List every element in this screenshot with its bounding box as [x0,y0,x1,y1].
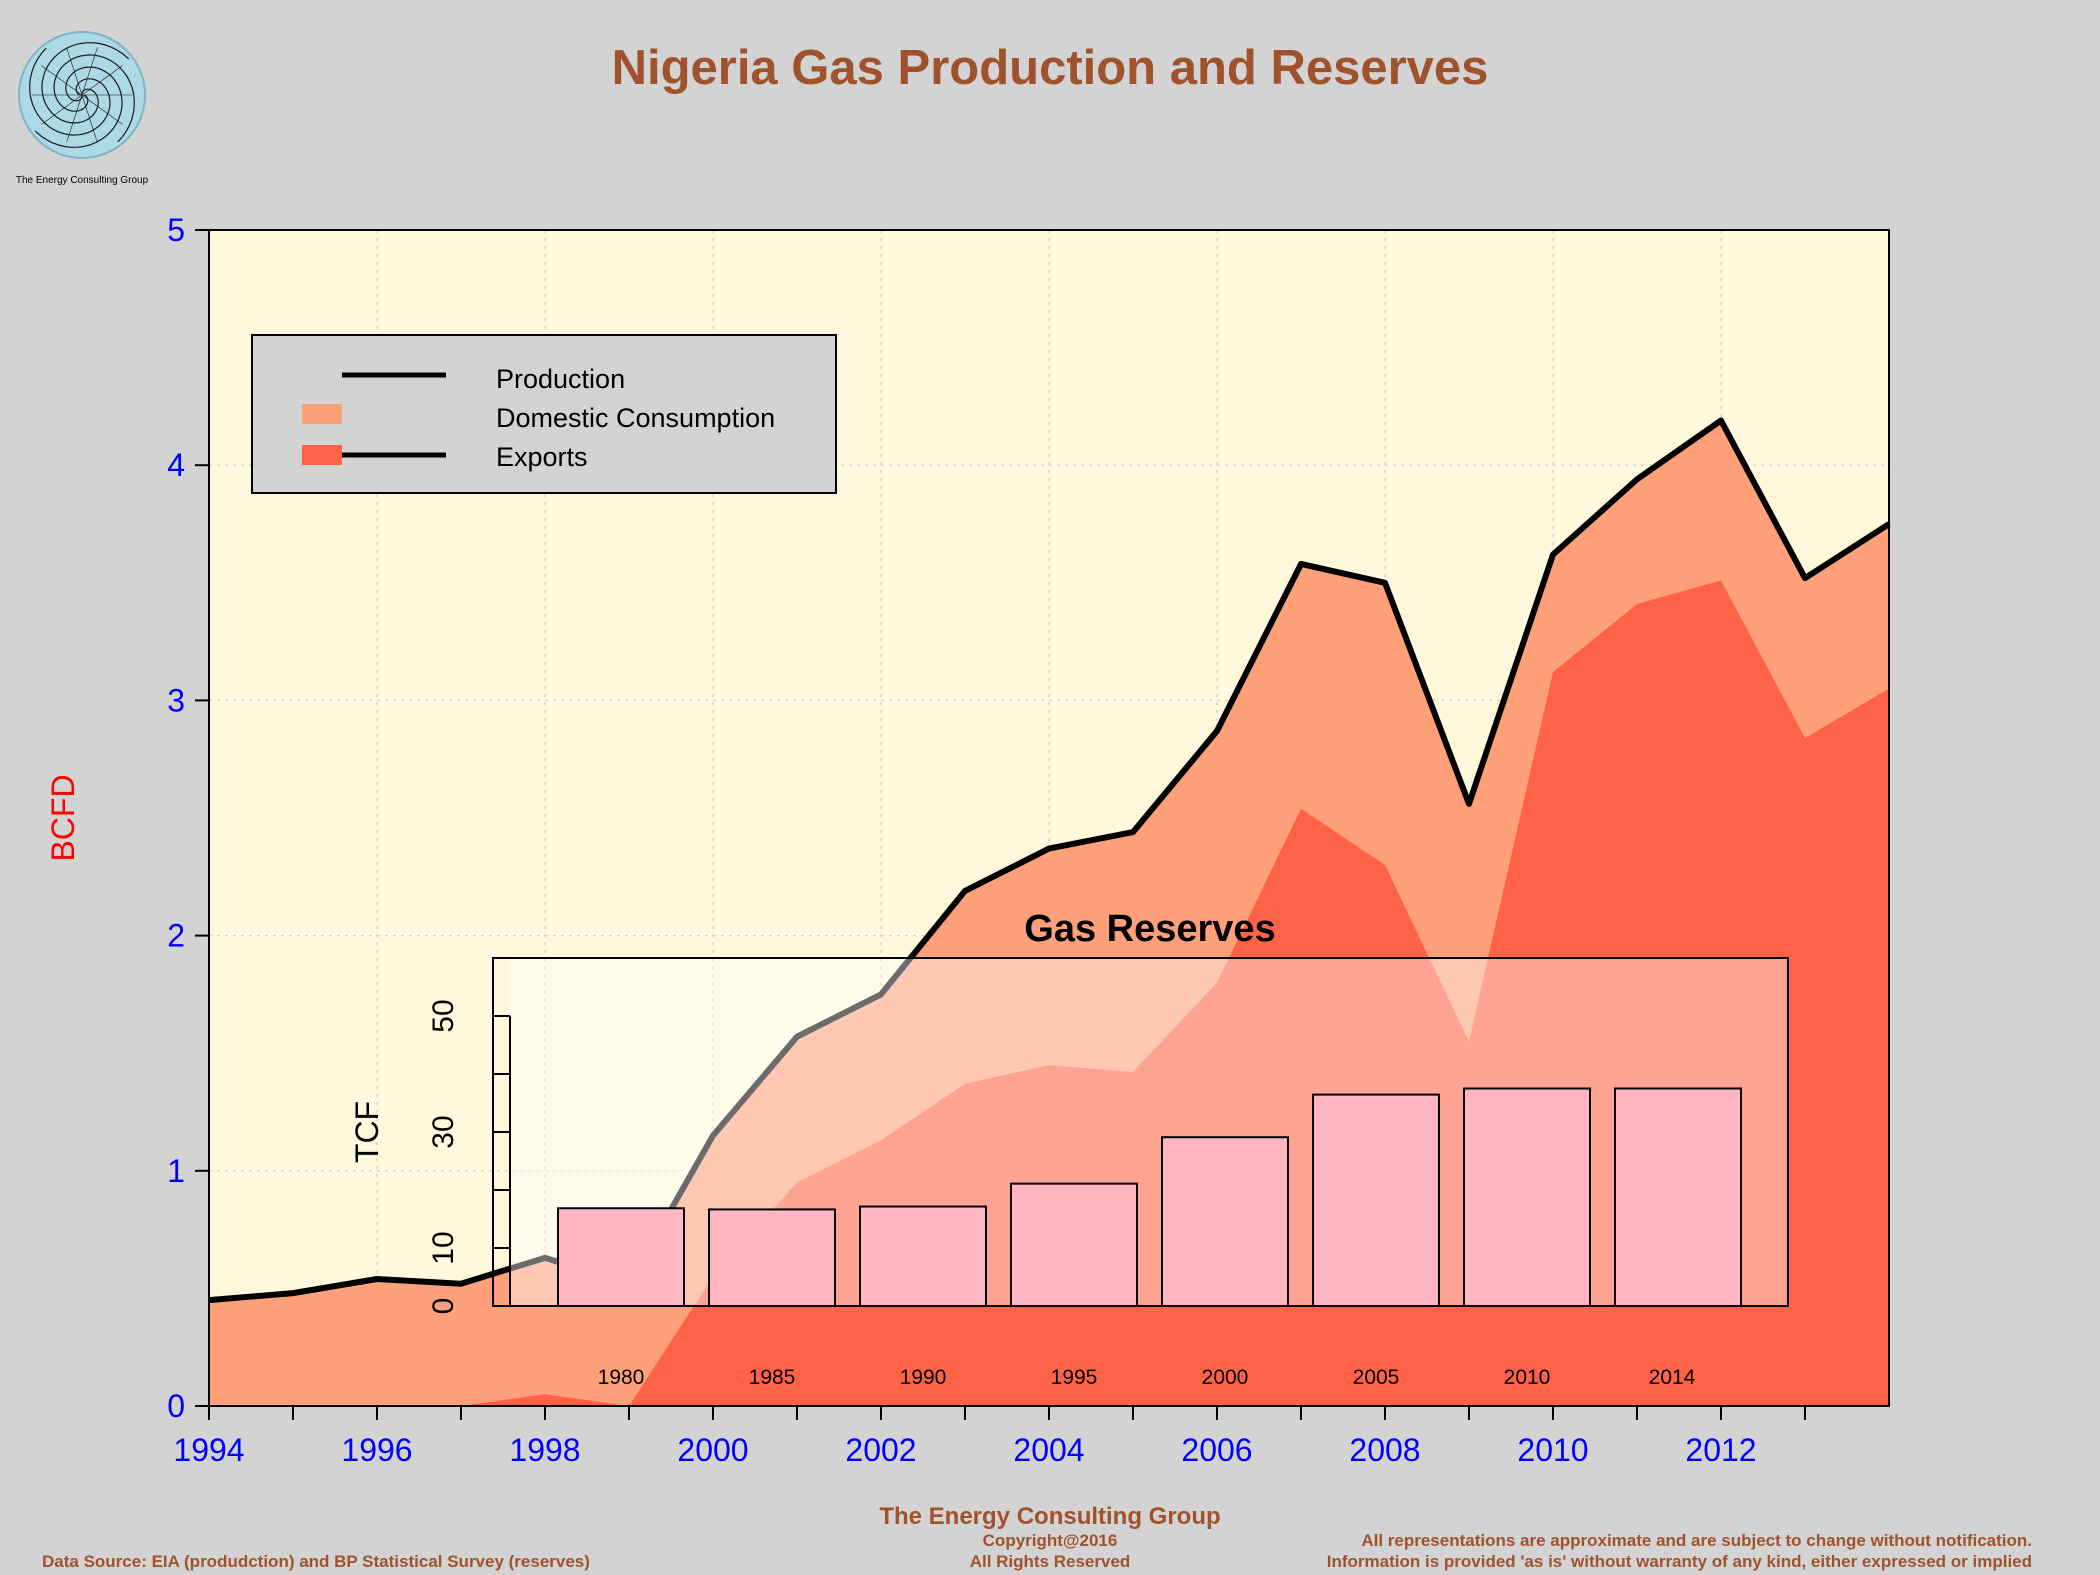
x-axis: 1994 1996 1998 2000 2002 2004 2006 2008 2010 2012 [173,1406,1806,1468]
reserves-inset: Gas Reserves TCF 0 10 30 50 1980 1985 1990 199… [349,908,1789,1389]
inset-x-tick-label: 1980 [598,1366,645,1389]
logo-ray [41,94,83,125]
footer-rights: All Rights Reserved [970,1552,1131,1571]
x-tick-label: 2002 [845,1432,916,1468]
footer-disclaimer-1: All representations are approximate and … [1361,1531,2032,1550]
reserves-bar [859,1205,987,1308]
y-tick-label: 5 [167,212,185,248]
footer-data-source: Data Source: EIA (produdction) and BP St… [42,1552,590,1571]
y-axis: 0 1 2 3 4 5 [167,212,210,1424]
logo-spiral-arm [53,54,135,143]
x-tick-label: 2008 [1349,1432,1420,1468]
production-line-path [208,417,1891,1304]
company-logo [18,31,146,159]
y-tick-label: 2 [167,918,185,954]
logo-ray [81,94,123,125]
logo-spiral-arm [34,66,123,148]
x-tick-label: 1996 [341,1432,412,1468]
x-tick-label: 2010 [1517,1432,1588,1468]
logo-spiral-arm [41,42,130,124]
reserves-bar [557,1207,685,1308]
x-tick-label: 1994 [173,1432,244,1468]
chart-title: Nigeria Gas Production and Reserves [612,41,1489,95]
inset-border [492,957,1789,1307]
legend-box [251,334,837,494]
reserves-bar [1010,1182,1138,1307]
reserves-bar [1312,1093,1440,1307]
reserves-bar [1463,1087,1591,1307]
inset-y-tick-label: 0 [427,1298,460,1315]
inset-x-tick-label: 1995 [1051,1366,1098,1389]
logo-caption: The Energy Consulting Group [16,175,149,186]
inset-x-tick-label: 1990 [900,1366,947,1389]
inset-x-tick-label: 2005 [1353,1366,1400,1389]
footer-disclaimer-2: Information is provided 'as is' without … [1327,1552,2032,1571]
inset-y-tick-label: 30 [427,1115,460,1148]
x-tick-label: 1998 [509,1432,580,1468]
x-tick-label: 2000 [677,1432,748,1468]
y-axis-label: BCFD [45,774,81,861]
inset-y-axis: 0 10 30 50 [427,999,511,1315]
x-tick-label: 2006 [1181,1432,1252,1468]
logo-ray [66,47,83,96]
y-tick-label: 4 [167,447,185,483]
y-tick-label: 3 [167,682,185,718]
legend-label-domestic: Domestic Consumption [496,403,775,433]
x-tick-label: 2004 [1013,1432,1084,1468]
x-tick-label: 2012 [1685,1432,1756,1468]
reserves-bar [1161,1136,1289,1307]
logo-ray [41,65,83,96]
legend-swatch-exports [302,445,342,465]
inset-x-tick-label: 2010 [1504,1366,1551,1389]
legend: Production Domestic Consumption Exports [251,334,837,494]
y-tick-label: 1 [167,1153,185,1189]
reserves-bar [1614,1087,1742,1307]
production-line [208,417,1891,1304]
legend-label-exports: Exports [496,442,588,472]
logo-ray [81,94,98,143]
y-tick-label: 0 [167,1388,185,1424]
inset-x-tick-label: 1985 [749,1366,796,1389]
logo-ray [66,94,83,143]
footer-company: The Energy Consulting Group [879,1503,1220,1530]
logo-ray [81,47,98,96]
inset-title: Gas Reserves [1024,908,1275,950]
inset-background [510,958,1788,1306]
logo-ray [81,65,123,96]
inset-y-axis-label: TCF [349,1101,385,1163]
reserves-bar [708,1208,836,1308]
inset-x-tick-label: 2014 [1649,1366,1696,1389]
inset-y-tick-label: 50 [427,999,460,1032]
inset-y-tick-label: 10 [427,1231,460,1264]
footer-copyright: Copyright@2016 [983,1531,1118,1550]
inset-x-tick-label: 2000 [1202,1366,1249,1389]
logo-spiral-arm [29,47,111,136]
legend-swatch-domestic [302,404,342,424]
inset-x-labels: 1980 1985 1990 1995 2000 2005 2010 2014 [598,1366,1696,1389]
legend-label-production: Production [496,364,625,394]
